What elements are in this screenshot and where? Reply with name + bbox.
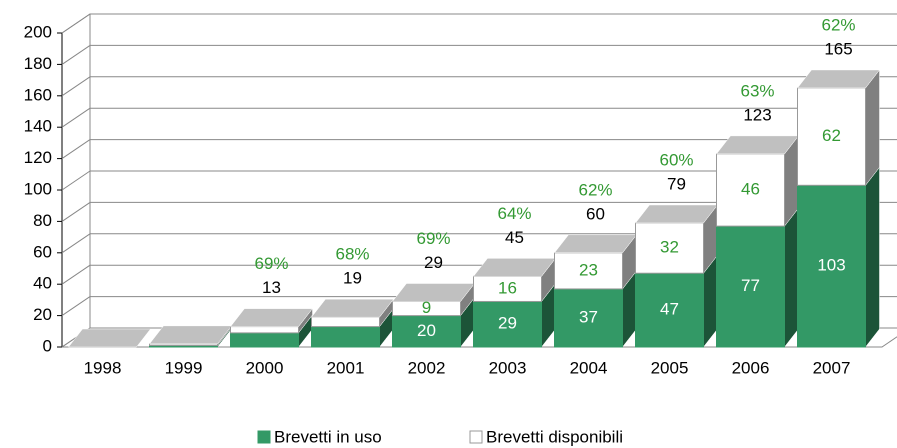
bar-top bbox=[67, 328, 152, 348]
total-label: 19 bbox=[343, 269, 362, 288]
share-label: 68% bbox=[335, 245, 369, 264]
data-label: 46 bbox=[741, 179, 760, 198]
bar bbox=[716, 153, 785, 227]
data-label: 9 bbox=[422, 298, 431, 317]
bar-top bbox=[634, 204, 719, 224]
x-tick-label: 2004 bbox=[570, 358, 608, 377]
grid-line bbox=[61, 233, 91, 254]
bar bbox=[554, 252, 623, 290]
grid-line bbox=[61, 201, 91, 222]
data-label: 20 bbox=[417, 321, 436, 340]
legend-swatch bbox=[257, 430, 271, 444]
total-label: 29 bbox=[424, 253, 443, 272]
data-label: 62 bbox=[822, 126, 841, 145]
data-label: 47 bbox=[660, 300, 679, 319]
bar-top bbox=[472, 258, 557, 277]
total-label: 165 bbox=[824, 39, 852, 58]
legend-label: Brevetti disponibili bbox=[486, 427, 623, 446]
data-label: 77 bbox=[741, 276, 760, 295]
bar bbox=[230, 332, 299, 348]
bar-top bbox=[391, 283, 476, 302]
data-label: 23 bbox=[579, 260, 598, 279]
grid-line bbox=[61, 296, 91, 317]
total-label: 60 bbox=[586, 204, 605, 223]
x-tick-label: 2006 bbox=[732, 358, 770, 377]
share-label: 69% bbox=[416, 229, 450, 248]
data-label: 103 bbox=[817, 256, 845, 275]
x-tick-label: 2005 bbox=[651, 358, 689, 377]
share-label: 62% bbox=[821, 15, 855, 34]
grid-line bbox=[61, 107, 91, 128]
share-label: 62% bbox=[578, 180, 612, 199]
bar bbox=[635, 222, 704, 274]
bar bbox=[716, 225, 785, 348]
grid-line bbox=[61, 264, 91, 285]
bar bbox=[635, 272, 704, 348]
grid-line bbox=[61, 170, 91, 191]
share-label: 60% bbox=[659, 150, 693, 169]
data-label: 16 bbox=[498, 278, 517, 297]
bar-side bbox=[865, 166, 880, 348]
bar bbox=[311, 326, 380, 348]
bar-top bbox=[553, 234, 638, 254]
bar bbox=[392, 315, 461, 348]
x-tick-label: 2002 bbox=[408, 358, 446, 377]
x-tick-label: 2003 bbox=[489, 358, 527, 377]
x-tick-label: 2000 bbox=[246, 358, 284, 377]
bar-top bbox=[310, 298, 395, 318]
y-tick-label: 120 bbox=[24, 148, 52, 167]
legend-swatch bbox=[469, 430, 483, 444]
y-tick-label: 80 bbox=[33, 211, 52, 230]
y-tick-label: 200 bbox=[24, 22, 52, 41]
x-tick-label: 2001 bbox=[327, 358, 365, 377]
total-label: 79 bbox=[667, 174, 686, 193]
y-tick-label: 140 bbox=[24, 117, 52, 136]
x-tick-label: 1999 bbox=[165, 358, 203, 377]
y-tick-label: 60 bbox=[33, 242, 52, 261]
data-label: 37 bbox=[579, 307, 598, 326]
y-tick-label: 100 bbox=[24, 179, 52, 198]
bar-side bbox=[865, 69, 880, 187]
grid-line bbox=[61, 76, 91, 97]
total-label: 123 bbox=[743, 105, 771, 124]
bar-side bbox=[784, 207, 799, 348]
x-tick-label: 2007 bbox=[813, 358, 851, 377]
y-tick-label: 160 bbox=[24, 85, 52, 104]
bar-top bbox=[229, 308, 314, 327]
grid-line bbox=[61, 44, 91, 65]
total-label: 13 bbox=[262, 278, 281, 297]
bar bbox=[797, 184, 866, 348]
y-tick-label: 20 bbox=[33, 305, 52, 324]
grid-line bbox=[61, 139, 91, 160]
bar bbox=[554, 288, 623, 348]
grid-line bbox=[61, 13, 91, 34]
y-tick-label: 180 bbox=[24, 54, 52, 73]
bar-top bbox=[715, 135, 800, 155]
share-label: 64% bbox=[497, 204, 531, 223]
bar bbox=[311, 316, 380, 328]
legend-label: Brevetti in uso bbox=[274, 427, 382, 446]
share-label: 69% bbox=[254, 254, 288, 273]
bar bbox=[230, 326, 299, 334]
y-tick-label: 40 bbox=[33, 274, 52, 293]
bar-top bbox=[148, 325, 233, 345]
total-label: 45 bbox=[505, 228, 524, 247]
x-tick-label: 1998 bbox=[84, 358, 122, 377]
bar-top bbox=[796, 69, 881, 89]
data-label: 29 bbox=[498, 314, 517, 333]
share-label: 63% bbox=[740, 81, 774, 100]
data-label: 32 bbox=[660, 238, 679, 257]
y-tick-label: 0 bbox=[43, 336, 52, 355]
